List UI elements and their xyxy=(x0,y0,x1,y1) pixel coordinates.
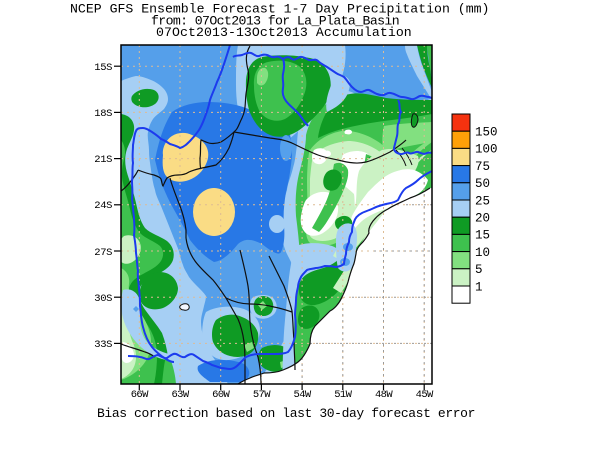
svg-text:5: 5 xyxy=(475,263,483,277)
svg-text:75: 75 xyxy=(475,160,490,174)
svg-text:150: 150 xyxy=(475,126,498,140)
svg-text:24S: 24S xyxy=(94,200,112,212)
svg-text:54W: 54W xyxy=(294,389,312,401)
svg-text:51W: 51W xyxy=(334,389,352,401)
svg-text:30S: 30S xyxy=(94,293,112,305)
svg-text:Bias correction based on last: Bias correction based on last 30-day for… xyxy=(97,406,475,421)
svg-text:from: 07Oct2013 for La_Plata: from: 07Oct2013 for La_Plata_Basin xyxy=(151,14,399,29)
svg-text:50: 50 xyxy=(475,177,490,191)
svg-text:100: 100 xyxy=(475,143,498,157)
svg-text:45W: 45W xyxy=(416,389,434,401)
svg-text:1: 1 xyxy=(475,280,483,294)
svg-text:66W: 66W xyxy=(131,389,149,401)
svg-text:27S: 27S xyxy=(94,247,112,259)
svg-text:57W: 57W xyxy=(253,389,271,401)
svg-text:NCEP GFS Ensemble Forecast 1-7: NCEP GFS Ensemble Forecast 1-7 Day Preci… xyxy=(70,2,489,17)
svg-text:18S: 18S xyxy=(94,108,112,120)
svg-text:15S: 15S xyxy=(94,62,112,74)
svg-text:60W: 60W xyxy=(212,389,230,401)
svg-text:07Oct2013-13Oct2013 Accumulati: 07Oct2013-13Oct2013 Accumulation xyxy=(156,25,412,40)
svg-text:15: 15 xyxy=(475,229,490,243)
svg-text:33S: 33S xyxy=(94,339,112,351)
svg-text:25: 25 xyxy=(475,194,490,208)
svg-text:63W: 63W xyxy=(171,389,189,401)
svg-text:20: 20 xyxy=(475,212,490,226)
svg-text:10: 10 xyxy=(475,246,490,260)
svg-text:48W: 48W xyxy=(375,389,393,401)
svg-text:21S: 21S xyxy=(94,154,112,166)
